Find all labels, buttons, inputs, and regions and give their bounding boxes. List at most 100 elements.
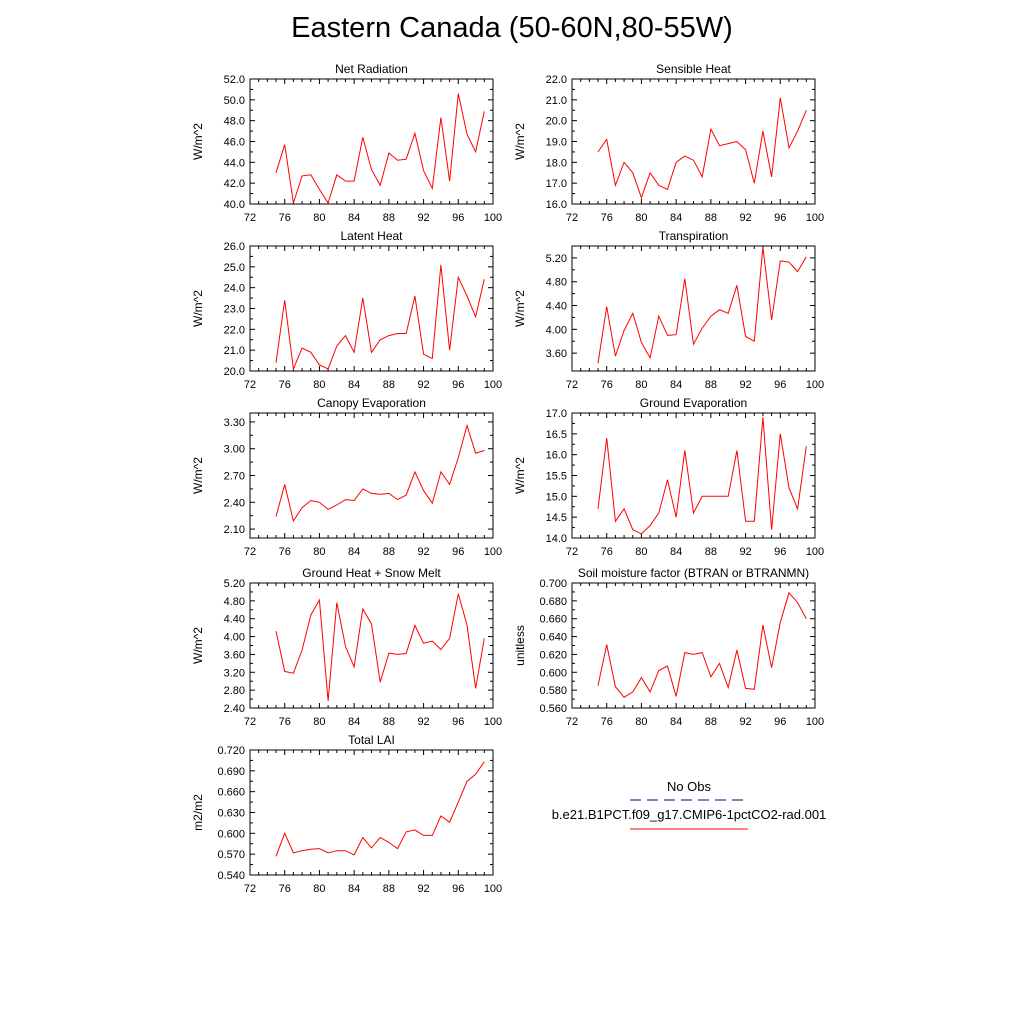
x-tick-label: 76 — [279, 883, 291, 895]
y-tick-label: 18.0 — [546, 157, 567, 169]
x-tick-label: 92 — [417, 716, 429, 728]
x-tick-label: 88 — [383, 379, 395, 391]
x-tick-label: 100 — [484, 883, 502, 895]
x-tick-label: 76 — [279, 546, 291, 558]
y-tick-label: 4.80 — [224, 596, 245, 608]
plot-frame — [249, 78, 494, 205]
y-tick-label: 50.0 — [224, 95, 245, 107]
x-tick-label: 96 — [774, 212, 786, 224]
x-tick-label: 84 — [670, 546, 682, 558]
x-tick-label: 80 — [313, 379, 325, 391]
y-tick-label: 44.0 — [224, 157, 245, 169]
y-tick-label: 0.700 — [539, 578, 567, 590]
chart-panel-2: Sensible Heat W/m^2 72 76 80 84 88 92 96 100 16.0 1… — [513, 62, 824, 224]
y-tick-label: 17.0 — [546, 408, 567, 420]
y-tick-label: 42.0 — [224, 178, 245, 190]
chart-panel-1: Net Radiation W/m^2 72 76 80 84 88 92 96 100 40.0 4… — [191, 62, 502, 224]
y-tick-label: 0.680 — [539, 596, 567, 608]
y-tick-label: 5.20 — [546, 253, 567, 265]
x-tick-label: 80 — [635, 546, 647, 558]
x-tick-label: 80 — [313, 212, 325, 224]
x-tick-label: 92 — [739, 546, 751, 558]
y-tick-label: 3.60 — [224, 649, 245, 661]
x-tick-label: 84 — [670, 716, 682, 728]
y-tick-label: 4.00 — [224, 632, 245, 644]
x-tick-label: 80 — [313, 716, 325, 728]
y-tick-label: 14.5 — [546, 512, 567, 524]
chart-panel-8: Soil moisture factor (BTRAN or BTRANMN) u… — [513, 566, 824, 728]
y-tick-label: 23.0 — [224, 304, 245, 316]
x-tick-label: 100 — [806, 212, 824, 224]
panel-title: Soil moisture factor (BTRAN or BTRANMN) — [578, 566, 809, 580]
x-tick-label: 88 — [705, 212, 717, 224]
y-axis-label: m2/m2 — [191, 794, 205, 831]
x-tick-label: 72 — [244, 883, 256, 895]
y-tick-label: 48.0 — [224, 116, 245, 128]
x-tick-label: 96 — [452, 212, 464, 224]
x-tick-label: 76 — [601, 716, 613, 728]
panel-title: Net Radiation — [335, 62, 408, 76]
y-tick-label: 26.0 — [224, 241, 245, 253]
series-line-model — [597, 591, 807, 698]
y-tick-label: 20.0 — [546, 116, 567, 128]
y-tick-label: 0.600 — [539, 667, 567, 679]
y-tick-label: 3.30 — [224, 417, 245, 429]
x-tick-label: 76 — [601, 379, 613, 391]
x-tick-label: 84 — [670, 212, 682, 224]
x-tick-label: 100 — [484, 379, 502, 391]
y-tick-label: 0.560 — [539, 703, 567, 715]
y-tick-label: 17.0 — [546, 178, 567, 190]
x-tick-label: 72 — [244, 546, 256, 558]
x-tick-label: 88 — [705, 716, 717, 728]
y-tick-label: 2.10 — [224, 524, 245, 536]
y-tick-label: 3.00 — [224, 444, 245, 456]
plot-frame — [571, 78, 816, 205]
figure-title: Eastern Canada (50-60N,80-55W) — [291, 12, 733, 44]
y-axis-label: W/m^2 — [191, 290, 205, 327]
x-tick-label: 88 — [383, 546, 395, 558]
panel-title: Canopy Evaporation — [317, 396, 426, 410]
x-tick-label: 92 — [739, 379, 751, 391]
y-tick-label: 0.720 — [217, 745, 245, 757]
x-tick-label: 96 — [452, 716, 464, 728]
y-tick-label: 2.80 — [224, 685, 245, 697]
x-tick-label: 100 — [806, 716, 824, 728]
x-tick-label: 72 — [566, 716, 578, 728]
x-tick-label: 84 — [670, 379, 682, 391]
y-tick-label: 0.630 — [217, 808, 245, 820]
y-tick-label: 22.0 — [224, 324, 245, 336]
y-tick-label: 19.0 — [546, 137, 567, 149]
y-tick-label: 5.20 — [224, 578, 245, 590]
x-tick-label: 96 — [452, 379, 464, 391]
x-tick-label: 92 — [417, 212, 429, 224]
x-tick-label: 96 — [774, 379, 786, 391]
y-tick-label: 25.0 — [224, 262, 245, 274]
chart-panel-5: Canopy Evaporation W/m^2 72 76 80 84 88 92 96 100… — [191, 396, 502, 558]
x-tick-label: 100 — [484, 546, 502, 558]
x-tick-label: 100 — [484, 212, 502, 224]
x-tick-label: 84 — [348, 546, 360, 558]
x-tick-label: 84 — [348, 883, 360, 895]
y-axis-label: W/m^2 — [191, 457, 205, 494]
x-tick-label: 88 — [383, 716, 395, 728]
series-line-model — [275, 593, 485, 701]
panel-title: Transpiration — [659, 229, 729, 243]
y-axis-label: unitless — [513, 625, 527, 666]
y-tick-label: 20.0 — [224, 366, 245, 378]
x-tick-label: 76 — [279, 379, 291, 391]
x-tick-label: 96 — [452, 883, 464, 895]
y-tick-label: 15.5 — [546, 471, 567, 483]
x-tick-label: 76 — [279, 716, 291, 728]
x-tick-label: 88 — [705, 379, 717, 391]
y-tick-label: 16.0 — [546, 450, 567, 462]
chart-panel-9: Total LAI m2/m2 72 76 80 84 88 92 96 100 0.540 0.57… — [191, 733, 502, 895]
y-tick-label: 21.0 — [546, 95, 567, 107]
plot-frame — [249, 749, 494, 876]
panel-title: Sensible Heat — [656, 62, 731, 76]
plot-frame — [571, 582, 816, 709]
series-line-model — [275, 264, 485, 371]
y-tick-label: 46.0 — [224, 137, 245, 149]
x-tick-label: 84 — [348, 212, 360, 224]
x-tick-label: 72 — [244, 212, 256, 224]
